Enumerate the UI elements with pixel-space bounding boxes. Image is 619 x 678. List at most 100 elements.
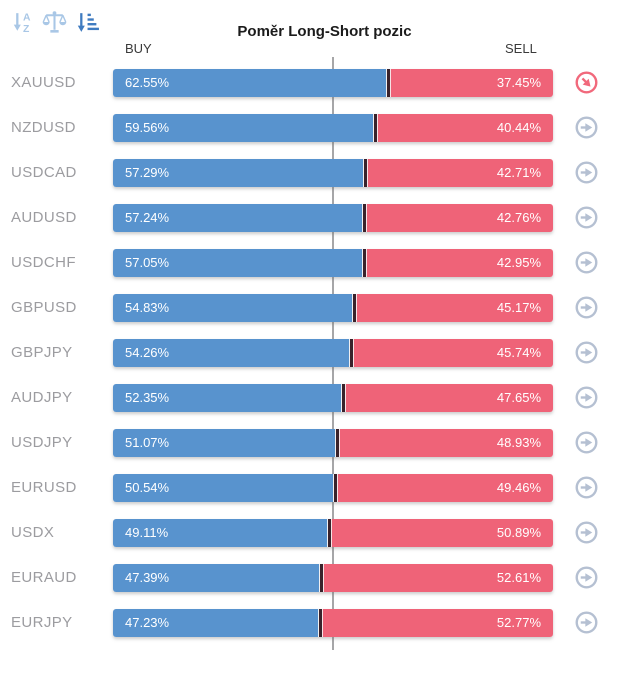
sell-bar: 45.17% (356, 293, 553, 322)
circle-arrow-red-icon (575, 71, 597, 94)
pair-row: GBPUSD 54.83% 45.17% (0, 285, 619, 330)
open-pair-button[interactable] (553, 251, 619, 274)
bar-divider (385, 68, 391, 97)
sell-bar: 49.46% (337, 473, 553, 502)
sell-percent-label: 42.71% (496, 165, 541, 180)
pair-symbol: EURUSD (11, 479, 77, 496)
circle-arrow-icon (575, 206, 597, 229)
long-short-ratio-bar: 62.55% 37.45% (113, 68, 553, 97)
open-pair-button[interactable] (553, 341, 619, 364)
open-pair-button[interactable] (553, 116, 619, 139)
sell-bar: 42.76% (367, 203, 553, 232)
long-short-ratio-bar: 49.11% 50.89% (113, 518, 553, 547)
long-short-ratio-bar: 50.54% 49.46% (113, 473, 553, 502)
bar-divider (326, 518, 332, 547)
pair-row: XAUUSD 62.55% 37.45% (0, 60, 619, 105)
bar-divider (318, 608, 324, 637)
circle-arrow-icon (575, 296, 597, 319)
sort-alphabetical-button[interactable]: A Z (9, 9, 36, 36)
open-pair-button[interactable] (553, 431, 619, 454)
sort-amount-button[interactable] (73, 9, 100, 36)
buy-percent-label: 57.24% (125, 210, 170, 225)
buy-bar: 51.07% (113, 428, 336, 457)
buy-percent-label: 62.55% (125, 75, 170, 90)
sell-percent-label: 47.65% (496, 390, 541, 405)
sell-bar: 50.89% (331, 518, 553, 547)
buy-bar: 50.54% (113, 473, 333, 502)
sell-bar: 45.74% (354, 338, 553, 367)
pair-symbol: EURJPY (11, 614, 73, 631)
sell-percent-label: 50.89% (496, 525, 541, 540)
open-pair-button[interactable] (553, 296, 619, 319)
open-pair-button[interactable] (553, 566, 619, 589)
long-short-ratio-bar: 51.07% 48.93% (113, 428, 553, 457)
page-title: Poměr Long-Short pozic (237, 23, 412, 40)
pair-symbol: USDJPY (11, 434, 73, 451)
sell-bar: 40.44% (377, 113, 553, 142)
buy-percent-label: 51.07% (125, 435, 170, 450)
buy-bar: 59.56% (113, 113, 373, 142)
buy-bar: 52.35% (113, 383, 341, 412)
open-pair-button[interactable] (553, 206, 619, 229)
pair-row: NZDUSD 59.56% 40.44% (0, 105, 619, 150)
pair-row: AUDUSD 57.24% 42.76% (0, 195, 619, 240)
svg-text:Z: Z (23, 24, 30, 35)
sell-bar: 42.71% (367, 158, 553, 187)
pair-symbol: USDCAD (11, 164, 77, 181)
open-pair-button[interactable] (553, 476, 619, 499)
bar-divider (349, 338, 355, 367)
sell-percent-label: 42.95% (496, 255, 541, 270)
open-pair-button[interactable] (553, 71, 619, 94)
bar-divider (335, 428, 341, 457)
pair-row: USDCHF 57.05% 42.95% (0, 240, 619, 285)
bar-divider (361, 248, 367, 277)
pair-rows: XAUUSD 62.55% 37.45% NZDUSD 59.56% (0, 60, 619, 645)
sell-bar: 48.93% (340, 428, 553, 457)
bar-divider (351, 293, 357, 322)
circle-arrow-icon (575, 521, 597, 544)
long-short-ratio-bar: 52.35% 47.65% (113, 383, 553, 412)
buy-percent-label: 52.35% (125, 390, 170, 405)
pair-symbol: AUDUSD (11, 209, 77, 226)
balance-scale-button[interactable] (41, 9, 68, 36)
sell-bar: 52.61% (324, 563, 553, 592)
pair-row: EURJPY 47.23% 52.77% (0, 600, 619, 645)
pair-symbol: XAUUSD (11, 74, 76, 91)
open-pair-button[interactable] (553, 521, 619, 544)
long-short-ratio-bar: 54.26% 45.74% (113, 338, 553, 367)
circle-arrow-icon (575, 116, 597, 139)
buy-bar: 47.23% (113, 608, 319, 637)
bar-divider (362, 203, 368, 232)
buy-bar: 54.26% (113, 338, 350, 367)
buy-percent-label: 47.39% (125, 570, 170, 585)
pair-row: USDCAD 57.29% 42.71% (0, 150, 619, 195)
circle-arrow-icon (575, 161, 597, 184)
svg-text:A: A (23, 12, 31, 23)
buy-percent-label: 54.83% (125, 300, 170, 315)
long-short-ratio-bar: 47.39% 52.61% (113, 563, 553, 592)
buy-column-header: BUY (125, 41, 152, 56)
buy-bar: 57.24% (113, 203, 363, 232)
long-short-ratio-bar: 57.24% 42.76% (113, 203, 553, 232)
sort-alphabetical-icon: A Z (13, 12, 31, 35)
sell-percent-label: 52.61% (496, 570, 541, 585)
long-short-ratio-bar: 59.56% 40.44% (113, 113, 553, 142)
pair-symbol: AUDJPY (11, 389, 73, 406)
sell-percent-label: 49.46% (496, 480, 541, 495)
open-pair-button[interactable] (553, 161, 619, 184)
pair-symbol: USDX (11, 524, 55, 541)
circle-arrow-icon (575, 431, 597, 454)
circle-arrow-icon (575, 611, 597, 634)
bar-divider (372, 113, 378, 142)
sell-percent-label: 37.45% (496, 75, 541, 90)
sell-bar: 47.65% (345, 383, 553, 412)
sell-bar: 42.95% (366, 248, 553, 277)
bar-divider (340, 383, 346, 412)
buy-bar: 54.83% (113, 293, 352, 322)
open-pair-button[interactable] (553, 386, 619, 409)
circle-arrow-icon (575, 566, 597, 589)
long-short-ratio-bar: 57.05% 42.95% (113, 248, 553, 277)
pair-row: GBPJPY 54.26% 45.74% (0, 330, 619, 375)
open-pair-button[interactable] (553, 611, 619, 634)
